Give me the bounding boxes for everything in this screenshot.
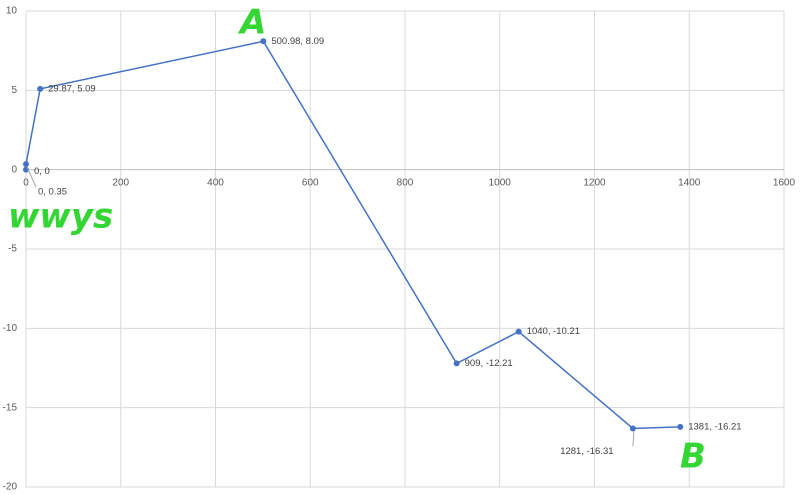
x-tick-label: 400: [207, 177, 224, 188]
point: [453, 360, 460, 367]
data-label: 0, 0: [34, 166, 50, 177]
data-label: 1381, -16.21: [688, 421, 741, 432]
y-tick-label: 10: [6, 6, 18, 17]
x-tick-label: 1000: [489, 177, 512, 188]
x-tick-label: 1200: [583, 177, 606, 188]
data-label: 909, -12.21: [465, 358, 513, 369]
y-tick-label: -5: [8, 244, 17, 255]
data-label: 500.98, 8.09: [271, 36, 324, 47]
annotation: A: [237, 3, 266, 43]
data-label: 1040, -10.21: [527, 326, 580, 337]
x-tick-label: 800: [397, 177, 414, 188]
point: [37, 85, 44, 92]
x-tick-label: 1600: [773, 177, 796, 188]
y-tick-label: -15: [3, 402, 18, 413]
point: [515, 328, 522, 335]
x-tick-label: 1400: [678, 177, 701, 188]
y-tick-label: -10: [3, 323, 18, 334]
data-label: 0, 0.35: [38, 187, 67, 198]
annotation: B: [680, 437, 706, 477]
leader-line: [26, 166, 37, 188]
series-line: [25, 40, 681, 430]
point: [23, 161, 29, 168]
y-tick-label: -20: [3, 482, 18, 493]
point: [260, 38, 267, 45]
data-label: 29.87, 5.09: [48, 83, 96, 94]
data-label: 1281, -16.31: [560, 446, 613, 457]
y-tick-label: 5: [11, 85, 17, 96]
y-tick-label: 0: [11, 164, 17, 175]
x-tick-label: 200: [112, 177, 129, 188]
point: [629, 425, 636, 432]
leader-line: [632, 431, 635, 447]
annotation: wwys: [8, 197, 113, 237]
x-tick-label: 600: [302, 177, 319, 188]
x-tick-label: 0: [23, 177, 29, 188]
point: [677, 423, 684, 430]
